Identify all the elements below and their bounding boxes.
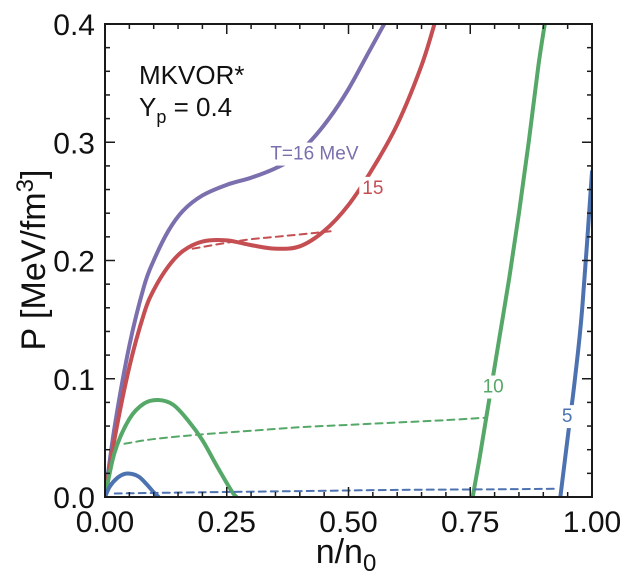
y-tick-label: 0.1 bbox=[53, 364, 95, 397]
series-layer bbox=[105, 24, 592, 497]
series-t-10-mev-maxwell-dashed-line bbox=[123, 416, 486, 445]
series-t-15-mev-line bbox=[105, 24, 437, 497]
y-tick-label: 0.4 bbox=[53, 9, 95, 42]
y-axis-end: ] bbox=[15, 170, 53, 179]
curve-label-background bbox=[479, 375, 507, 399]
x-axis-title: n/n0 bbox=[316, 533, 377, 577]
model-name: MKVOR* bbox=[139, 60, 244, 90]
curve-label-background bbox=[359, 176, 387, 200]
series-t-10-mev-line bbox=[105, 398, 239, 497]
curve-label-text: 5 bbox=[562, 406, 573, 427]
x-tick-label: 0.25 bbox=[198, 506, 256, 539]
series-t-16-mev-line bbox=[105, 24, 387, 497]
curve-label-t-16-mev: T=16 MeV bbox=[267, 142, 362, 166]
curve-label-t-15-mev: 15 bbox=[359, 176, 387, 200]
curve-label-t-5-mev: 5 bbox=[558, 405, 576, 429]
x-axis-sub: 0 bbox=[363, 550, 376, 577]
x-tick-label: 0.00 bbox=[76, 506, 134, 539]
y-tick-label: 0.0 bbox=[53, 482, 95, 515]
yp-value: = 0.4 bbox=[166, 92, 232, 122]
series-t-5-mev-high-line bbox=[558, 169, 592, 497]
y-tick-label: 0.3 bbox=[53, 127, 95, 160]
x-tick-label: 0.75 bbox=[441, 506, 499, 539]
annotation-block: MKVOR* Yp = 0.4 bbox=[139, 60, 244, 127]
y-axis-base: P [MeV/fm bbox=[15, 192, 53, 350]
series-t-5-mev-line bbox=[105, 471, 161, 497]
curve-label-background bbox=[267, 142, 362, 166]
yp-sub: p bbox=[156, 107, 166, 127]
series-t-15-mev-maxwell-dashed-line bbox=[191, 229, 335, 250]
yp-base: Y bbox=[139, 92, 156, 122]
curve-label-text: T=16 MeV bbox=[270, 144, 359, 165]
y-axis-sup: 3 bbox=[12, 179, 39, 192]
series-t-10-mev-high-line bbox=[470, 24, 547, 497]
curve-label-text: 15 bbox=[362, 178, 383, 199]
y-tick-label: 0.2 bbox=[53, 246, 95, 279]
curve-label-text: 10 bbox=[483, 377, 504, 398]
tick-layer: 0.00 0.25 0.50 0.75 1.00 0.0 0.1 0.2 0.3 0.4 bbox=[53, 9, 621, 539]
curve-label-t-10-mev: 10 bbox=[479, 375, 507, 399]
y-axis-title: P [MeV/fm3] bbox=[12, 170, 53, 351]
curve-label-background bbox=[558, 405, 576, 429]
x-axis-base: n/n bbox=[316, 533, 363, 571]
proton-fraction: Yp = 0.4 bbox=[139, 92, 232, 127]
series-t-5-mev-maxwell-dashed-line bbox=[113, 487, 559, 495]
x-tick-label: 1.00 bbox=[563, 506, 621, 539]
x-tick-label: 0.50 bbox=[319, 506, 377, 539]
